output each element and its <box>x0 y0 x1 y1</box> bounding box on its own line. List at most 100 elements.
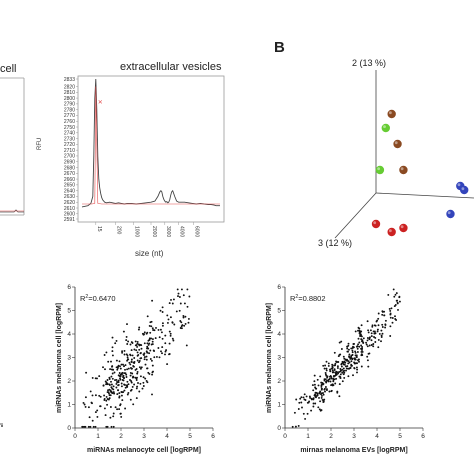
ev-y-axis-label: RFU <box>37 138 43 150</box>
scatter-point <box>87 406 90 409</box>
scatter-point <box>343 376 346 379</box>
scatter-point <box>142 376 145 379</box>
scatter-point <box>350 360 353 363</box>
scatter-point <box>330 384 333 387</box>
scatter-point <box>127 340 130 343</box>
scatter-point <box>151 364 154 367</box>
scatter-point <box>323 367 326 370</box>
scatter-point <box>329 380 332 383</box>
scatter-point <box>351 351 354 354</box>
scatter-point <box>333 364 336 367</box>
scatter-point <box>374 332 377 335</box>
scatter-point <box>114 342 117 345</box>
scatter-point <box>160 331 163 334</box>
scatter-point <box>113 392 116 395</box>
scatter-point <box>146 342 149 345</box>
scatter-point <box>134 340 137 343</box>
scatter-point <box>169 334 172 337</box>
scatter-point <box>348 353 351 356</box>
scatter-point <box>142 385 145 387</box>
scatter-point <box>143 356 146 359</box>
scatter-point <box>145 355 148 358</box>
scatter-point <box>381 332 384 335</box>
scatter-point <box>130 349 133 352</box>
scatter-point <box>338 395 341 398</box>
scatter-point <box>327 379 330 382</box>
scatter-point <box>124 386 127 389</box>
scatter-point <box>155 326 157 329</box>
pca-point-highlight <box>400 225 404 229</box>
scatter-point <box>338 383 341 386</box>
scatter-point <box>172 298 175 301</box>
scatter-point <box>329 368 331 371</box>
scatter-point <box>130 358 133 361</box>
scatter2-points <box>291 288 401 428</box>
scatter-point <box>150 337 153 340</box>
scatter-point <box>291 425 294 428</box>
scatter-point <box>116 393 119 396</box>
scatter-point <box>340 363 343 366</box>
scatter-point <box>370 335 373 338</box>
scatter-point <box>370 339 373 342</box>
scatter-point <box>94 411 97 414</box>
scatter-point <box>294 425 297 428</box>
ev-x-tick-label: 1000 <box>133 226 139 237</box>
scatter-point <box>108 392 110 395</box>
scatter-point <box>109 368 112 371</box>
scatter-point <box>139 351 142 354</box>
scatter-x-tick-label: 2 <box>119 433 123 440</box>
scatter-point <box>151 340 154 343</box>
scatter-point <box>373 330 376 333</box>
scatter-x-tick-label: 6 <box>421 433 425 440</box>
scatter-point <box>332 380 335 383</box>
ev-x-ticks: 15 200 1000 2000 3000 4000 6000 <box>95 222 199 237</box>
scatter-point <box>368 336 371 339</box>
scatter-point <box>358 327 361 330</box>
scatter-point <box>341 368 344 371</box>
scatter-point <box>107 360 110 363</box>
scatter-point <box>295 398 298 401</box>
scatter-point <box>127 358 130 361</box>
scatter-point <box>188 295 191 298</box>
scatter-point <box>360 350 363 353</box>
scatter-point <box>130 380 133 383</box>
scatter-point <box>359 335 362 338</box>
scatter-point <box>179 320 182 322</box>
scatter-point <box>357 337 360 340</box>
scatter-point <box>124 372 127 375</box>
scatter-point <box>113 371 116 374</box>
scatter-point <box>130 381 133 384</box>
scatter-point <box>111 350 114 353</box>
scatter-point <box>355 354 358 357</box>
scatter-point <box>118 372 121 374</box>
scatter-point <box>358 332 361 335</box>
scatter-point <box>377 346 380 349</box>
scatter-point <box>328 378 331 380</box>
scatter-point <box>372 345 375 348</box>
ev-x-tick-label: 2000 <box>151 226 157 237</box>
scatter-point <box>340 340 343 343</box>
scatter-point <box>186 305 189 308</box>
ev-y-tick-label: 2620 <box>64 200 75 206</box>
scatter-point <box>135 349 138 352</box>
scatter-point <box>185 344 188 347</box>
scatter-point <box>389 316 392 319</box>
scatter-point <box>310 397 313 400</box>
scatter-point <box>347 348 350 351</box>
scatter-point <box>117 379 120 382</box>
scatter-point <box>151 343 154 346</box>
scatter-y-tick-label: 1 <box>67 402 71 409</box>
scatter-point <box>126 385 129 388</box>
scatter-point <box>178 296 181 298</box>
scatter-point <box>106 383 109 386</box>
scatter-point <box>106 379 109 381</box>
scatter1-points <box>81 288 191 428</box>
scatter2-ticks: 0 1 2 3 4 5 6 0 1 2 3 4 5 6 <box>277 284 425 440</box>
scatter-point <box>315 391 318 394</box>
scatter-point <box>186 288 189 291</box>
scatter-point <box>103 397 106 400</box>
scatter-point <box>358 341 361 344</box>
scatter-point <box>331 371 334 374</box>
scatter-point <box>383 310 386 313</box>
scatter-point <box>344 365 347 368</box>
